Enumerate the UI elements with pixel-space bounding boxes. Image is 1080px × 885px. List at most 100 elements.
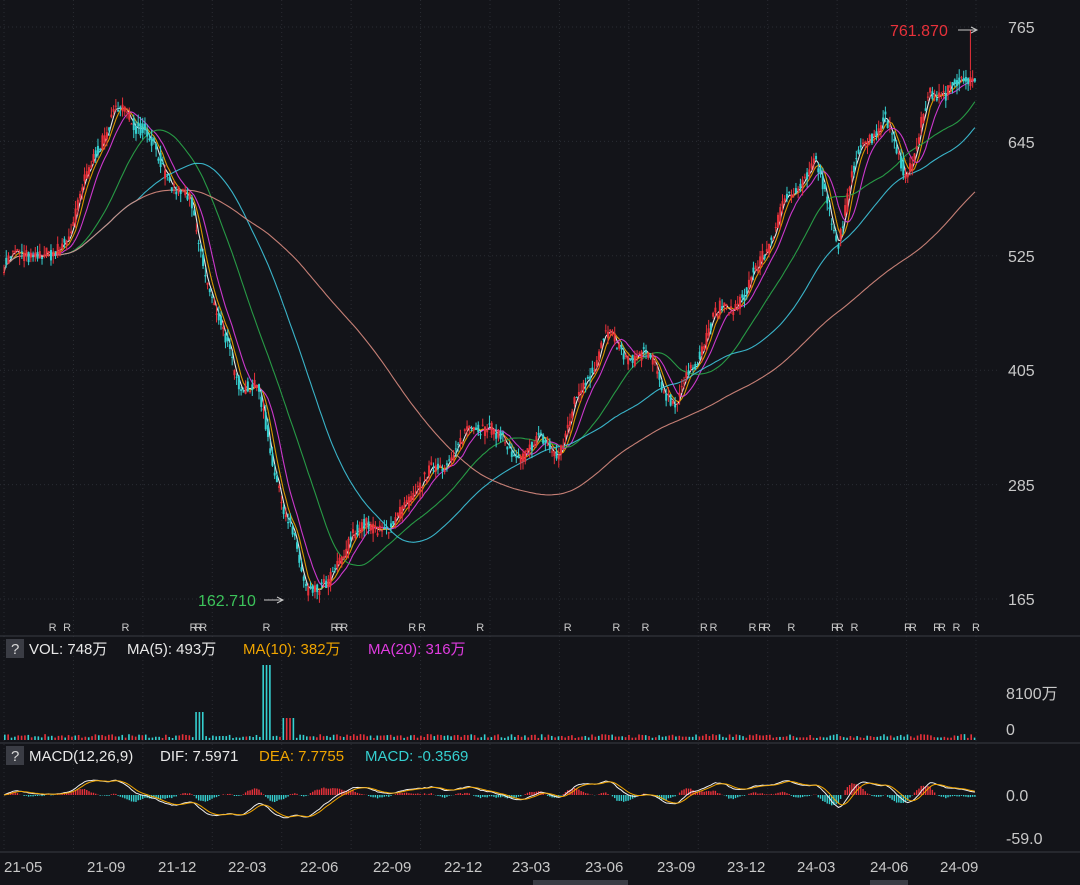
volume-bar [802, 737, 805, 740]
volume-help-box[interactable] [6, 639, 24, 658]
volume-bar [648, 736, 650, 740]
r-marker: R [953, 622, 961, 634]
volume-bar [561, 735, 563, 740]
volume-bar [124, 737, 127, 740]
candle-body [515, 456, 518, 458]
volume-bar [678, 735, 681, 740]
candle-body [553, 451, 556, 457]
volume-help-icon[interactable]: ? [11, 641, 19, 658]
candle-body [727, 314, 730, 316]
volume-bar [973, 737, 976, 740]
candle-body [817, 168, 820, 173]
candle-body [231, 356, 234, 358]
volume-bar [899, 734, 902, 740]
candle-body [499, 431, 502, 440]
candle-body [607, 331, 610, 339]
volume-bar [410, 735, 412, 740]
volume-bar [212, 735, 214, 740]
candle-body [287, 522, 290, 524]
volume-bar [963, 734, 966, 740]
volume-bar [37, 736, 40, 740]
candle-body [510, 451, 513, 457]
volume-bars [4, 665, 976, 740]
candle-body [497, 430, 500, 438]
volume-bar [926, 734, 929, 740]
volume-bar [960, 734, 962, 740]
x-label-22-12: 22-12 [444, 859, 482, 876]
candle-body [266, 425, 269, 437]
volume-bar [322, 736, 325, 740]
macd-help-box[interactable] [6, 746, 24, 765]
candle-body [486, 430, 489, 433]
volume-bar [111, 734, 113, 740]
candle-body [72, 221, 75, 227]
candle-body [895, 147, 898, 154]
candle-body [29, 252, 32, 258]
volume-bar [544, 737, 546, 740]
candle-body [801, 179, 804, 188]
candle-body [63, 238, 66, 243]
volume-bar [631, 737, 634, 740]
volume-bar [393, 736, 395, 740]
candle-body [548, 443, 551, 449]
volume-bar [426, 734, 429, 740]
r-marker: R [836, 622, 844, 634]
volume-bar [487, 737, 489, 740]
volume-bar [712, 734, 714, 740]
candle-body [662, 391, 665, 393]
volume-bar [299, 734, 301, 740]
candle-body [134, 126, 137, 134]
volume-bar [836, 734, 838, 740]
volume-bar [225, 736, 228, 740]
candle-body [305, 583, 308, 586]
candle-body [481, 424, 484, 426]
candle-body [412, 492, 415, 501]
volume-bar [644, 735, 647, 740]
volume-bar [121, 734, 124, 740]
volume-bar [651, 737, 654, 740]
candle-body [300, 567, 303, 572]
volume-bar [805, 737, 808, 740]
candle-body [320, 582, 323, 584]
candle-body [226, 337, 229, 341]
scrollbar-thumb[interactable] [533, 880, 628, 885]
scrollbar-thumb-right[interactable] [870, 880, 908, 885]
candle-body [430, 462, 433, 465]
volume-bar [319, 734, 322, 740]
macd-dea-label: DEA: 7.7755 [259, 748, 344, 765]
candle-body [343, 556, 346, 559]
candle-body [837, 244, 840, 249]
candle-body [692, 367, 695, 370]
volume-bar [366, 736, 369, 740]
candle-body [170, 187, 173, 191]
candle-body [58, 249, 61, 255]
candle-body [785, 193, 788, 200]
candle-body [351, 529, 354, 534]
volume-bar [363, 734, 365, 740]
candle-body [754, 265, 757, 269]
candle-body [117, 109, 120, 112]
volume-bar [198, 712, 201, 740]
macd-help-icon[interactable]: ? [11, 748, 19, 765]
volume-bar [131, 735, 134, 740]
candle-body [738, 296, 741, 309]
volume-bar [782, 736, 785, 740]
volume-header: ? VOL: 748万 MA(5): 493万 MA(10): 382万 MA(… [6, 639, 466, 658]
volume-bar [195, 712, 197, 740]
candle-body [595, 360, 598, 367]
volume-bar [128, 734, 130, 740]
candle-body [188, 193, 191, 200]
r-marker: R [763, 622, 771, 634]
candle-body [667, 393, 670, 396]
volume-bar [742, 736, 744, 740]
candle-body [685, 372, 688, 379]
volume-bar [369, 735, 372, 740]
candle-body [743, 294, 746, 301]
volume-bar [967, 737, 969, 740]
volume-bar [457, 734, 459, 740]
candle-body [492, 429, 495, 435]
r-marker: R [938, 622, 946, 634]
volume-bar [738, 735, 741, 740]
volume-bar [332, 734, 335, 740]
